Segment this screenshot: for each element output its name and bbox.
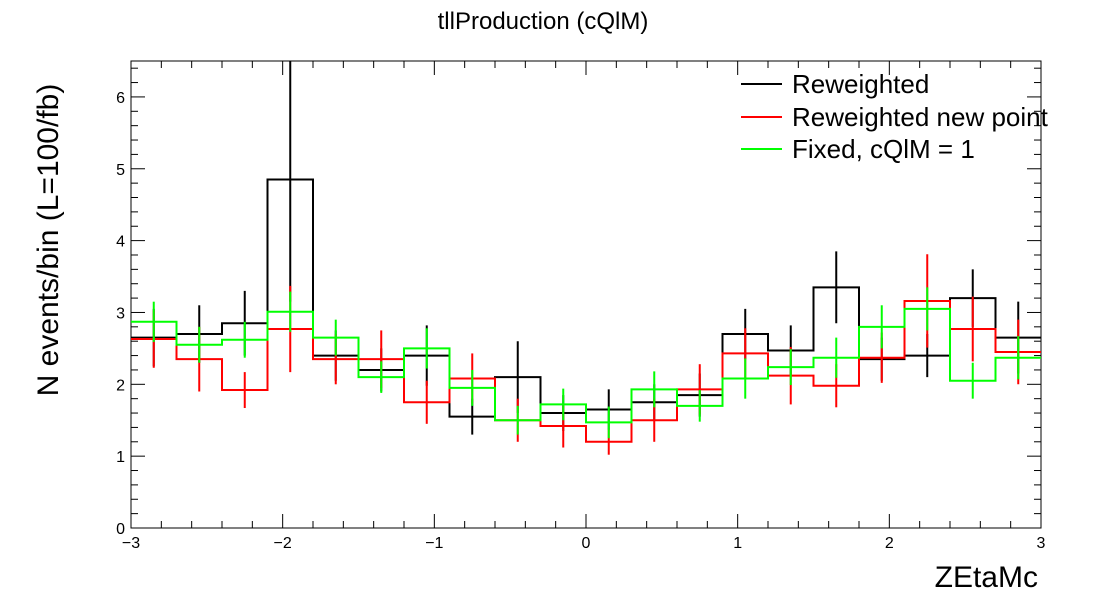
y-tick-label: 1 <box>116 449 125 466</box>
series-step-line <box>131 299 1041 443</box>
x-axis-title: ZEtaMc <box>935 561 1038 594</box>
y-tick-label: 0 <box>116 521 125 538</box>
legend-label: Fixed, cQlM = 1 <box>792 134 975 164</box>
y-tick-label: 6 <box>116 90 125 107</box>
x-tick-label: 0 <box>582 535 591 552</box>
series-layer <box>131 61 1041 455</box>
y-tick-label: 5 <box>116 162 125 179</box>
legend-label: Reweighted new point <box>792 102 1049 132</box>
plot-axes: −3 −2 −1 0 1 2 3 0 1 2 3 4 5 6 <box>116 60 1046 552</box>
series-2 <box>131 287 1041 439</box>
x-tick-label: 2 <box>885 535 894 552</box>
y-tick-label: 2 <box>116 377 125 394</box>
x-tick-label: −3 <box>122 535 140 552</box>
y-axis-title: N events/bin (L=100/fb) <box>32 84 65 397</box>
x-tick-label: 3 <box>1037 535 1046 552</box>
y-tick-label: 4 <box>116 234 125 251</box>
x-tick-label: 1 <box>733 535 742 552</box>
y-tick-label: 3 <box>116 305 125 322</box>
x-tick-label: −1 <box>425 535 443 552</box>
legend-label: Reweighted <box>792 69 929 99</box>
x-tick-label: −2 <box>274 535 292 552</box>
chart-title: tllProduction (cQlM) <box>438 8 649 35</box>
